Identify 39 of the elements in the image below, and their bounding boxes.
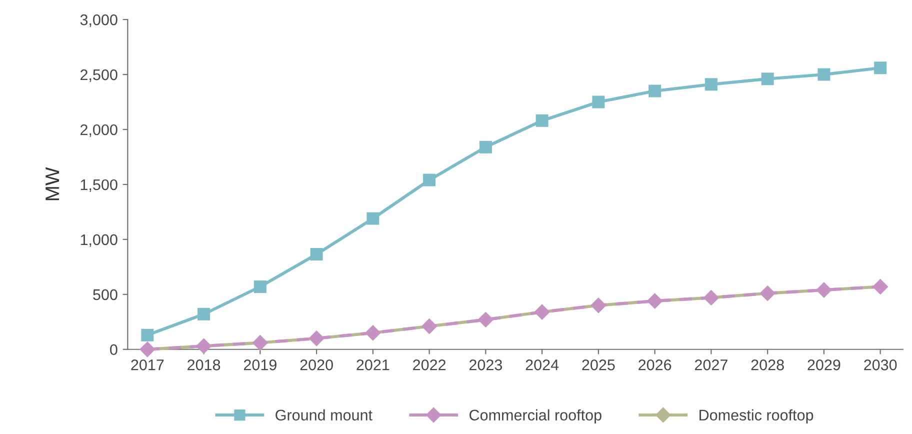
x-tick-label: 2021	[356, 359, 390, 370]
point	[592, 96, 605, 108]
point	[310, 248, 323, 261]
point	[761, 72, 774, 86]
x-tick-label: 2023	[469, 359, 502, 370]
point	[704, 78, 718, 91]
point	[254, 280, 266, 293]
y-axis-title: MW	[46, 167, 60, 200]
point	[479, 140, 492, 154]
point	[198, 308, 210, 320]
point	[874, 62, 887, 74]
x-tick-label: 2029	[808, 359, 840, 370]
point	[818, 68, 830, 81]
x-tick-label: 2017	[131, 359, 164, 370]
legend-label: Domestic rooftop	[700, 409, 814, 424]
x-tick-label: 2025	[582, 359, 615, 370]
y-tick-label: 2,000	[80, 124, 118, 137]
y-tick-label: 500	[93, 289, 118, 300]
point	[423, 174, 436, 186]
x-tick-label: 2020	[300, 359, 333, 370]
point	[366, 212, 380, 225]
y-tick-label: 1,500	[80, 179, 118, 192]
x-tick-label: 2028	[751, 359, 784, 370]
point	[141, 328, 154, 342]
x-tick-label: 2019	[244, 359, 276, 370]
x-tick-label: 2024	[526, 359, 559, 370]
point	[536, 114, 548, 127]
y-tick-label: 0	[110, 344, 118, 356]
x-tick-label: 2018	[188, 359, 220, 370]
y-tick-label: 1,000	[80, 234, 118, 247]
legend-label: Ground mount	[276, 409, 372, 421]
y-tick-label: 2,500	[80, 69, 118, 82]
legend-label: Commercial rooftop	[470, 409, 602, 424]
x-tick-label: 2022	[413, 359, 446, 370]
y-tick-label: 3,000	[80, 14, 118, 28]
x-tick-label: 2026	[638, 359, 672, 370]
point	[648, 84, 662, 98]
x-tick-label: 2027	[694, 359, 728, 370]
x-tick-label: 2030	[864, 359, 897, 370]
